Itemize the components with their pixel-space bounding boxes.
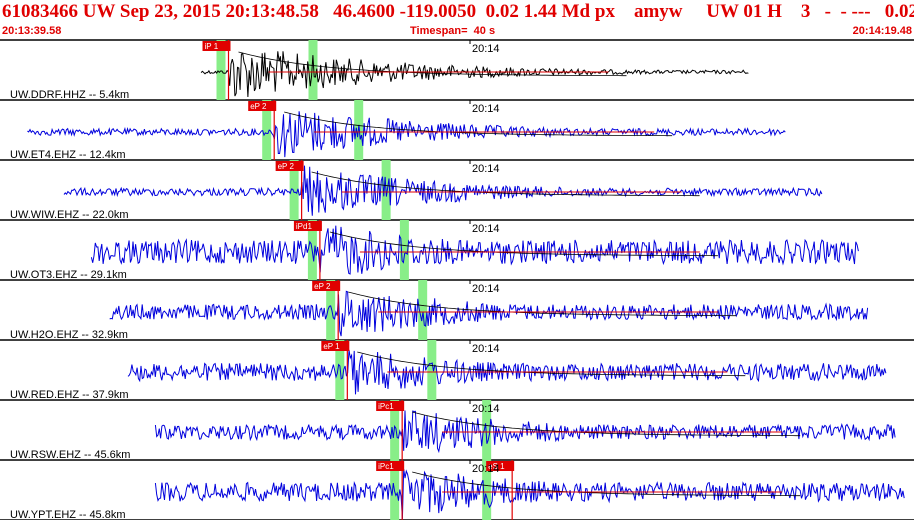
- pick-window: [262, 100, 272, 160]
- coda-window: [482, 460, 492, 520]
- coda-fit-curve: [329, 231, 718, 257]
- pick-label: eS 1: [488, 462, 505, 471]
- pick-label: eP 2: [278, 162, 295, 171]
- waveform-trace: [154, 469, 905, 519]
- pick-label: iPd1: [296, 222, 313, 231]
- station-label: UW.WIW.EHZ -- 22.0km: [10, 209, 129, 221]
- pick-flag[interactable]: [312, 281, 341, 291]
- event-summary-header: 61083466 UW Sep 23, 2015 20:13:48.58 46.…: [2, 1, 914, 22]
- time-tick-label: 20:14: [472, 463, 500, 475]
- time-tick-label: 20:14: [472, 43, 500, 55]
- time-tick-label: 20:14: [472, 223, 500, 235]
- pick-flag[interactable]: [486, 461, 515, 471]
- pick-flag[interactable]: [376, 401, 405, 411]
- coda-window: [427, 340, 437, 400]
- pick-flag[interactable]: [275, 161, 304, 171]
- waveform-trace: [127, 349, 887, 395]
- coda-fit-curve: [284, 111, 673, 137]
- coda-fit-curve: [238, 51, 627, 77]
- waveform-trace: [200, 51, 749, 98]
- pick-label: iPc1: [378, 402, 394, 411]
- pick-flag[interactable]: [321, 341, 350, 351]
- waveform-trace: [90, 225, 859, 275]
- coda-window: [308, 40, 318, 100]
- station-label: UW.H2O.EHZ -- 32.9km: [10, 329, 128, 341]
- pick-label: eP 2: [314, 282, 331, 291]
- pick-flag[interactable]: [376, 461, 405, 471]
- station-label: UW.DDRF.HHZ -- 5.4km: [10, 89, 129, 101]
- time-tick-label: 20:14: [472, 403, 500, 415]
- pick-label: iP 1: [205, 42, 219, 51]
- coda-fit-curve: [412, 471, 801, 497]
- station-label: UW.OT3.EHZ -- 29.1km: [10, 269, 127, 281]
- waveform-trace: [63, 165, 823, 216]
- coda-fit-curve: [412, 411, 801, 437]
- coda-window: [399, 220, 409, 280]
- time-tick-label: 20:14: [472, 163, 500, 175]
- timespan-label: Timespan= 40 s: [410, 25, 496, 37]
- waveform-trace: [154, 410, 896, 454]
- coda-window: [418, 280, 428, 340]
- station-label: UW.RSW.EHZ -- 45.6km: [10, 449, 130, 461]
- station-label: UW.RED.EHZ -- 37.9km: [10, 389, 129, 401]
- coda-fit-curve: [311, 171, 700, 197]
- pick-label: iPc1: [378, 462, 394, 471]
- station-label: UW.ET4.EHZ -- 12.4km: [10, 149, 126, 161]
- waveform-trace: [27, 111, 786, 158]
- time-tick-label: 20:14: [472, 343, 500, 355]
- pick-flag[interactable]: [248, 101, 277, 111]
- pick-flag[interactable]: [202, 41, 231, 51]
- pick-label: eP 1: [323, 342, 340, 351]
- waveform-trace: [109, 290, 869, 337]
- pick-window: [326, 280, 336, 340]
- station-label: UW.YPT.EHZ -- 45.8km: [10, 509, 126, 520]
- coda-fit-curve: [348, 291, 737, 317]
- pick-label: eP 2: [250, 102, 267, 111]
- coda-window: [482, 400, 492, 460]
- end-time-label: 20:14:19.48: [852, 25, 912, 37]
- pick-window: [216, 40, 226, 100]
- pick-window: [289, 160, 299, 220]
- pick-flag[interactable]: [293, 221, 322, 231]
- time-tick-label: 20:14: [472, 283, 500, 295]
- coda-fit-curve: [357, 351, 746, 377]
- time-tick-label: 20:14: [472, 103, 500, 115]
- start-time-label: 20:13:39.58: [2, 25, 62, 37]
